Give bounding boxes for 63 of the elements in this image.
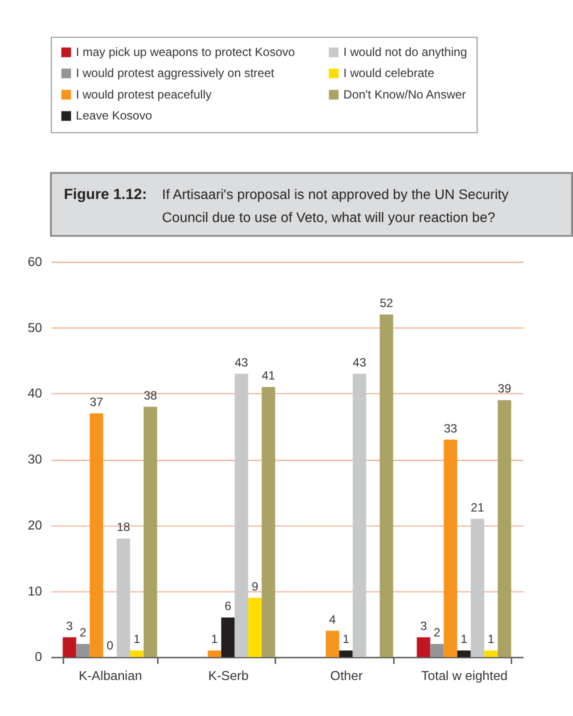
chart-title: Figure 1.12: xyxy=(64,186,147,203)
data-label: 52 xyxy=(380,296,394,310)
y-tick-label: 50 xyxy=(28,320,42,335)
y-tick-label: 10 xyxy=(28,583,42,598)
bar xyxy=(380,314,394,658)
bar xyxy=(208,650,222,658)
legend-label: I would protest peacefully xyxy=(76,87,212,102)
data-label: 9 xyxy=(252,579,259,594)
bar xyxy=(144,406,158,658)
data-label: 43 xyxy=(234,355,248,370)
data-label: 21 xyxy=(470,500,484,514)
bar xyxy=(430,644,444,658)
bar xyxy=(221,618,235,658)
y-tick-label: 20 xyxy=(28,517,42,532)
x-tick-label: Total w eighted xyxy=(421,668,508,683)
x-tick-label: K-Serb xyxy=(208,668,249,683)
data-label: 3 xyxy=(66,618,74,633)
bar xyxy=(339,650,353,658)
legend-label: I would not do anything xyxy=(343,45,468,60)
data-label: 43 xyxy=(352,355,366,370)
y-tick-label: 30 xyxy=(28,452,42,467)
bar xyxy=(262,386,276,658)
y-tick-label: 60 xyxy=(28,254,42,269)
legend-label: I may pick up weapons to protect Kosovo xyxy=(76,45,296,60)
y-tick-label: 40 xyxy=(28,386,42,401)
chart-subtitle: If Artisaari's proposal is not approved by the UN Security Council due to use of Veto, what will your reaction be? xyxy=(162,186,509,225)
data-label: 1 xyxy=(488,632,495,646)
data-label: 2 xyxy=(434,625,441,640)
bar xyxy=(116,538,130,658)
legend-label: Don't Know/No Answer xyxy=(343,87,466,102)
legend-label: I would protest aggressively on street xyxy=(76,66,275,80)
x-tick-label: K-Albanian xyxy=(78,668,142,683)
data-label: 1 xyxy=(460,632,468,646)
bar xyxy=(457,650,471,658)
data-label: 1 xyxy=(211,632,218,646)
data-label: 1 xyxy=(134,632,141,646)
data-label: 1 xyxy=(342,632,350,646)
data-label: 33 xyxy=(444,421,458,436)
bar xyxy=(484,650,498,658)
bar xyxy=(90,413,104,658)
data-label: 6 xyxy=(224,599,232,614)
x-tick-label: Other xyxy=(330,668,364,683)
bar xyxy=(130,650,144,658)
bar xyxy=(498,400,512,658)
bar xyxy=(248,598,262,658)
data-label: 2 xyxy=(80,625,87,640)
bar xyxy=(76,644,90,658)
legend-label: Leave Kosovo xyxy=(76,108,152,123)
bar xyxy=(234,374,248,658)
legend-label: I would celebrate xyxy=(343,66,435,80)
bar xyxy=(444,440,458,658)
data-label: 4 xyxy=(329,612,336,626)
bar xyxy=(416,637,430,658)
data-label: 39 xyxy=(498,382,512,396)
data-label: 0 xyxy=(106,638,114,653)
data-label: 41 xyxy=(262,368,276,383)
data-label: 3 xyxy=(420,618,428,633)
bar xyxy=(352,374,366,658)
bar xyxy=(326,630,340,658)
y-tick-label: 0 xyxy=(34,649,42,664)
bar xyxy=(470,518,484,658)
data-label: 37 xyxy=(90,394,104,409)
bar xyxy=(62,637,76,658)
